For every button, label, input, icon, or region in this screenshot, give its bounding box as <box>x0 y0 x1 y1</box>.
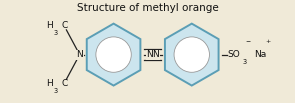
Text: C: C <box>61 21 68 30</box>
Text: 3: 3 <box>53 30 58 36</box>
Polygon shape <box>87 24 140 86</box>
Text: 3: 3 <box>243 59 247 65</box>
Text: SO: SO <box>227 50 240 59</box>
Ellipse shape <box>96 37 131 72</box>
Text: H: H <box>46 79 53 88</box>
Polygon shape <box>165 24 219 86</box>
Text: −: − <box>246 39 251 44</box>
Text: +: + <box>266 39 271 44</box>
Text: N: N <box>146 50 153 59</box>
Text: N: N <box>153 50 159 59</box>
Text: Na: Na <box>254 50 266 59</box>
Text: H: H <box>46 21 53 30</box>
Ellipse shape <box>174 37 209 72</box>
Text: Structure of methyl orange: Structure of methyl orange <box>77 3 218 13</box>
Text: N: N <box>76 50 83 59</box>
Text: 3: 3 <box>53 88 58 94</box>
Text: C: C <box>61 79 68 88</box>
